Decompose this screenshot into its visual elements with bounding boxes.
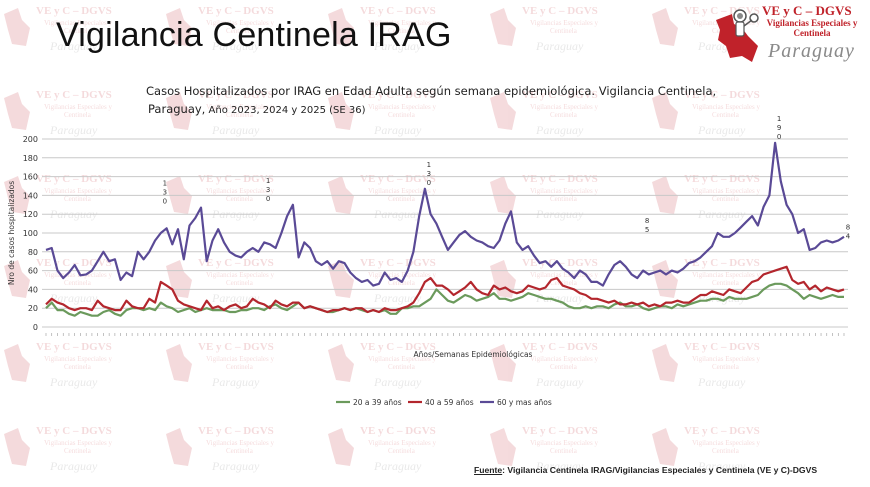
y-tick-label: 180 <box>23 154 38 163</box>
data-label: 4 <box>846 232 851 240</box>
person-magnifier-map-icon <box>716 9 759 62</box>
y-tick-label: 120 <box>23 210 38 219</box>
logo-subtitle: Vigilancias Especiales y Centinela <box>766 18 858 38</box>
chart-title: Casos Hospitalizados por IRAG en Edad Ad… <box>146 84 717 116</box>
data-label: 0 <box>427 179 431 187</box>
y-tick-label: 40 <box>28 285 38 294</box>
data-label: 3 <box>266 186 270 194</box>
legend-label: 60 y mas años <box>497 398 552 407</box>
data-label: 0 <box>266 195 270 203</box>
y-tick-label: 100 <box>23 229 38 238</box>
y-tick-label: 80 <box>28 248 38 257</box>
data-label: 8 <box>645 217 649 225</box>
data-label: 1 <box>427 161 431 169</box>
footer-source: Fuente: Vigilancia Centinela IRAG/Vigila… <box>474 465 817 475</box>
logo-title: VE y C – DGVS <box>762 3 852 18</box>
chart-title-line1: Casos Hospitalizados por IRAG en Edad Ad… <box>146 84 717 98</box>
y-tick-label: 160 <box>23 173 38 182</box>
data-label: 0 <box>163 198 167 206</box>
chart-title-years: Año 2023, 2024 y 2025 (SE 36) <box>205 105 366 116</box>
legend-label: 20 a 39 años <box>353 398 402 407</box>
logo: VE y C – DGVS Vigilancias Especiales y C… <box>712 2 868 72</box>
data-label: 1 <box>777 115 781 123</box>
chart-title-line2-wrap: Paraguay, Año 2023, 2024 y 2025 (SE 36) <box>148 102 366 116</box>
logo-script: Paraguay <box>768 40 855 62</box>
data-label: 9 <box>777 124 781 132</box>
chart-title-line2: Paraguay, <box>148 102 206 116</box>
footer-label: Fuente <box>474 465 503 475</box>
y-tick-label: 200 <box>23 135 38 144</box>
data-label: 1 <box>266 177 270 185</box>
footer-text: : Vigilancia Centinela IRAG/Vigilancias … <box>502 465 818 475</box>
legend-label: 40 a 59 años <box>425 398 474 407</box>
series-line-2 <box>45 265 845 314</box>
data-label: 1 <box>163 180 167 188</box>
data-label: 3 <box>163 189 167 197</box>
series-line-3 <box>45 141 845 287</box>
data-label: 5 <box>645 226 649 234</box>
data-label: 8 <box>846 223 850 231</box>
y-axis-label: Nro de casos hospitalizados <box>7 181 16 285</box>
data-label: 3 <box>427 170 431 178</box>
x-axis-label: Años/Semanas Epidemiológicas <box>414 350 533 359</box>
y-tick-label: 140 <box>23 191 38 200</box>
series-line-1 <box>45 282 844 317</box>
data-label: 0 <box>777 133 781 141</box>
page-title: Vigilancia Centinela IRAG <box>56 16 452 54</box>
y-tick-label: 20 <box>28 304 38 313</box>
y-tick-label: 0 <box>33 323 38 332</box>
y-tick-label: 60 <box>28 267 38 276</box>
